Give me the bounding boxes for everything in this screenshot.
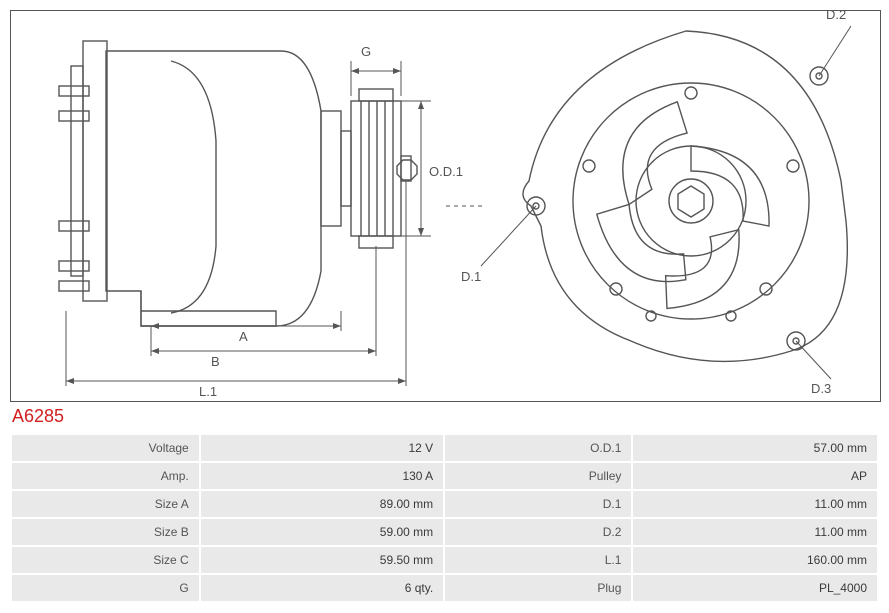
spec-label: Amp. xyxy=(12,463,199,489)
spec-label: O.D.1 xyxy=(445,435,631,461)
spec-value: 6 qty. xyxy=(201,575,443,601)
spec-label: Size C xyxy=(12,547,199,573)
table-row: Amp.130 APulleyAP xyxy=(12,463,877,489)
spec-value: 59.00 mm xyxy=(201,519,443,545)
dim-label-d3: D.3 xyxy=(811,381,831,396)
spec-value: PL_4000 xyxy=(633,575,877,601)
spec-value: 57.00 mm xyxy=(633,435,877,461)
side-view-dimensions: G O.D.1 A B L.1 xyxy=(66,44,486,399)
spec-value: 89.00 mm xyxy=(201,491,443,517)
spec-value: 11.00 mm xyxy=(633,491,877,517)
table-row: Size A89.00 mmD.111.00 mm xyxy=(12,491,877,517)
table-row: G6 qty.PlugPL_4000 xyxy=(12,575,877,601)
spec-label: L.1 xyxy=(445,547,631,573)
dim-label-d2: D.2 xyxy=(826,11,846,22)
spec-value: 130 A xyxy=(201,463,443,489)
drawing-svg: G O.D.1 A B L.1 xyxy=(11,11,880,401)
spec-label: G xyxy=(12,575,199,601)
spec-label: D.1 xyxy=(445,491,631,517)
side-view xyxy=(59,41,417,326)
dim-label-b: B xyxy=(211,354,220,369)
spec-label: D.2 xyxy=(445,519,631,545)
dim-label-l1: L.1 xyxy=(199,384,217,399)
table-row: Size C59.50 mmL.1160.00 mm xyxy=(12,547,877,573)
table-row: Size B59.00 mmD.211.00 mm xyxy=(12,519,877,545)
spec-value: 59.50 mm xyxy=(201,547,443,573)
spec-value: 160.00 mm xyxy=(633,547,877,573)
spec-value: 11.00 mm xyxy=(633,519,877,545)
technical-drawing: G O.D.1 A B L.1 xyxy=(10,10,881,402)
spec-label: Voltage xyxy=(12,435,199,461)
specification-table: Voltage12 VO.D.157.00 mmAmp.130 APulleyA… xyxy=(10,433,879,603)
spec-value: AP xyxy=(633,463,877,489)
spec-label: Size A xyxy=(12,491,199,517)
dim-label-a: A xyxy=(239,329,248,344)
dim-label-od1: O.D.1 xyxy=(429,164,463,179)
dim-label-d1: D.1 xyxy=(461,269,481,284)
dim-label-g: G xyxy=(361,44,371,59)
part-number: A6285 xyxy=(12,406,879,427)
table-row: Voltage12 VO.D.157.00 mm xyxy=(12,435,877,461)
spec-label: Size B xyxy=(12,519,199,545)
front-view: D.1 D.2 D.3 xyxy=(461,11,851,396)
spec-label: Plug xyxy=(445,575,631,601)
spec-value: 12 V xyxy=(201,435,443,461)
spec-label: Pulley xyxy=(445,463,631,489)
